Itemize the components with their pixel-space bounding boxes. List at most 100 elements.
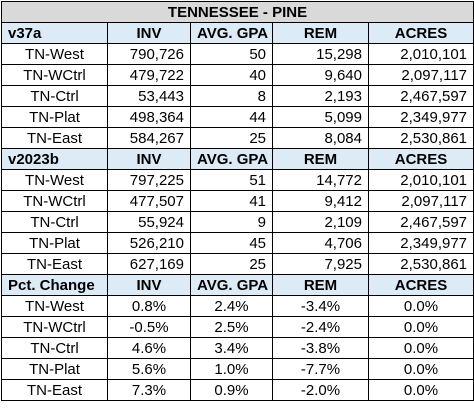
cell-value: 2,109 xyxy=(272,211,369,233)
data-row: TN-Plat 526,210 45 4,706 2,349,977 xyxy=(1,232,474,254)
cell-value: 1.0% xyxy=(190,358,273,380)
row-label: TN-WCtrl xyxy=(1,316,108,338)
cell-value: 0.8% xyxy=(107,295,191,317)
cell-value: 0.9% xyxy=(190,379,273,401)
row-label: TN-West xyxy=(1,295,108,317)
cell-value: -7.7% xyxy=(272,358,369,380)
column-header: INV xyxy=(107,274,191,296)
cell-value: 9,412 xyxy=(272,190,369,212)
cell-value: 2,467,597 xyxy=(367,211,474,233)
cell-value: 40 xyxy=(190,64,273,86)
cell-value: 25 xyxy=(190,253,273,275)
data-row: TN-West 797,225 51 14,772 2,010,101 xyxy=(1,169,474,191)
data-row: TN-WCtrl 477,507 41 9,412 2,097,117 xyxy=(1,190,474,212)
column-header: AVG. GPA xyxy=(190,22,273,44)
cell-value: 41 xyxy=(190,190,273,212)
cell-value: 498,364 xyxy=(107,106,191,128)
cell-value: 51 xyxy=(190,169,273,191)
cell-value: 2.5% xyxy=(190,316,273,338)
row-label: TN-Plat xyxy=(1,106,108,128)
cell-value: 45 xyxy=(190,232,273,254)
cell-value: 627,169 xyxy=(107,253,191,275)
row-label: TN-East xyxy=(1,253,108,275)
data-row: TN-Plat 498,364 44 5,099 2,349,977 xyxy=(1,106,474,128)
column-header: AVG. GPA xyxy=(190,274,273,296)
cell-value: 4.6% xyxy=(107,337,191,359)
cell-value: 2,097,117 xyxy=(367,190,474,212)
row-label: TN-Ctrl xyxy=(1,337,108,359)
cell-value: 790,726 xyxy=(107,43,191,65)
column-header: Pct. Change xyxy=(1,274,108,296)
row-label: TN-Plat xyxy=(1,232,108,254)
column-header: REM xyxy=(272,148,369,170)
cell-value: 5.6% xyxy=(107,358,191,380)
data-table: TENNESSEE - PINE v37a INV AVG. GPA REM ACRES… xyxy=(0,1,474,401)
data-row: TN-West 790,726 50 15,298 2,010,101 xyxy=(1,43,474,65)
cell-value: 0.0% xyxy=(367,316,474,338)
data-row: TN-East 7.3% 0.9% -2.0% 0.0% xyxy=(1,379,474,401)
cell-value: 2,349,977 xyxy=(367,232,474,254)
cell-value: -3.4% xyxy=(272,295,369,317)
cell-value: 2,530,861 xyxy=(367,253,474,275)
cell-value: 9,640 xyxy=(272,64,369,86)
section-header-row: Pct. Change INV AVG. GPA REM ACRES xyxy=(1,274,474,296)
cell-value: 8 xyxy=(190,85,273,107)
cell-value: 7,925 xyxy=(272,253,369,275)
row-label: TN-West xyxy=(1,169,108,191)
table-body: TENNESSEE - PINE v37a INV AVG. GPA REM ACRES… xyxy=(0,1,474,401)
cell-value: -2.0% xyxy=(272,379,369,401)
column-header: ACRES xyxy=(367,22,474,44)
cell-value: 526,210 xyxy=(107,232,191,254)
row-label: TN-East xyxy=(1,379,108,401)
data-row: TN-Ctrl 53,443 8 2,193 2,467,597 xyxy=(1,85,474,107)
table-title: TENNESSEE - PINE xyxy=(0,1,474,23)
column-header: INV xyxy=(107,148,191,170)
cell-value: 797,225 xyxy=(107,169,191,191)
row-label: TN-West xyxy=(1,43,108,65)
cell-value: 50 xyxy=(190,43,273,65)
cell-value: 8,084 xyxy=(272,127,369,149)
data-row: TN-West 0.8% 2.4% -3.4% 0.0% xyxy=(1,295,474,317)
column-header: INV xyxy=(107,22,191,44)
cell-value: 15,298 xyxy=(272,43,369,65)
row-label: TN-Plat xyxy=(1,358,108,380)
cell-value: -2.4% xyxy=(272,316,369,338)
column-header: v37a xyxy=(1,22,108,44)
column-header: v2023b xyxy=(1,148,108,170)
cell-value: 14,772 xyxy=(272,169,369,191)
cell-value: 2,010,101 xyxy=(367,43,474,65)
cell-value: 2.4% xyxy=(190,295,273,317)
cell-value: 3.4% xyxy=(190,337,273,359)
cell-value: 2,097,117 xyxy=(367,64,474,86)
cell-value: 584,267 xyxy=(107,127,191,149)
data-row: TN-Ctrl 55,924 9 2,109 2,467,597 xyxy=(1,211,474,233)
cell-value: 0.0% xyxy=(367,358,474,380)
row-label: TN-Ctrl xyxy=(1,211,108,233)
cell-value: 0.0% xyxy=(367,337,474,359)
section-header-row: v37a INV AVG. GPA REM ACRES xyxy=(1,22,474,44)
column-header: AVG. GPA xyxy=(190,148,273,170)
data-row: TN-WCtrl -0.5% 2.5% -2.4% 0.0% xyxy=(1,316,474,338)
data-row: TN-Ctrl 4.6% 3.4% -3.8% 0.0% xyxy=(1,337,474,359)
section-header-row: v2023b INV AVG. GPA REM ACRES xyxy=(1,148,474,170)
data-row: TN-WCtrl 479,722 40 9,640 2,097,117 xyxy=(1,64,474,86)
cell-value: 0.0% xyxy=(367,295,474,317)
cell-value: 479,722 xyxy=(107,64,191,86)
cell-value: 477,507 xyxy=(107,190,191,212)
column-header: REM xyxy=(272,22,369,44)
data-row: TN-East 584,267 25 8,084 2,530,861 xyxy=(1,127,474,149)
cell-value: -3.8% xyxy=(272,337,369,359)
cell-value: -0.5% xyxy=(107,316,191,338)
data-row: TN-East 627,169 25 7,925 2,530,861 xyxy=(1,253,474,275)
cell-value: 2,010,101 xyxy=(367,169,474,191)
cell-value: 4,706 xyxy=(272,232,369,254)
cell-value: 2,530,861 xyxy=(367,127,474,149)
data-row: TN-Plat 5.6% 1.0% -7.7% 0.0% xyxy=(1,358,474,380)
column-header: ACRES xyxy=(367,274,474,296)
cell-value: 0.0% xyxy=(367,379,474,401)
row-label: TN-Ctrl xyxy=(1,85,108,107)
cell-value: 53,443 xyxy=(107,85,191,107)
cell-value: 25 xyxy=(190,127,273,149)
cell-value: 44 xyxy=(190,106,273,128)
